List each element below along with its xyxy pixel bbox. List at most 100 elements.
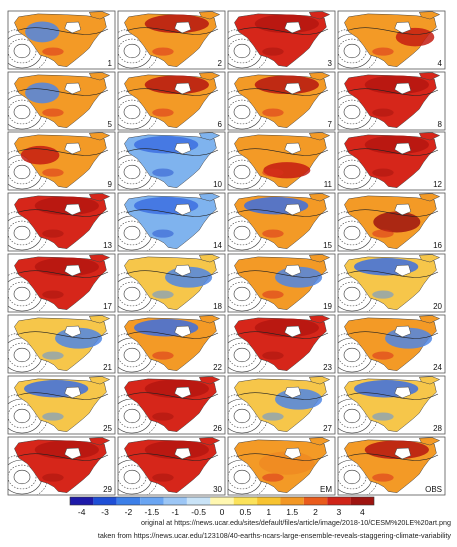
hudson-bay [64,203,82,216]
pressure-contour [235,453,329,461]
pressure-contour [118,220,147,246]
hudson-bay [394,82,412,95]
anomaly-secondary [372,473,394,482]
pressure-contour [125,453,219,461]
pressure-contour [125,331,219,339]
anomaly-secondary [152,412,174,421]
pressure-contour [118,403,147,429]
panel-label: 15 [323,241,332,250]
colorbar-tick-label: 3 [337,507,342,517]
pressure-contour [228,464,257,490]
anomaly-secondary [262,108,284,117]
panel-frame [117,131,226,191]
panel-label: 26 [213,424,222,433]
greenland-fill [308,193,331,202]
map-panel: 20 [337,253,446,313]
map-panel: 10 [117,131,226,191]
greenland-fill [198,72,221,81]
anomaly-core [259,451,315,475]
pressure-contour [345,270,439,278]
panel-frame [7,131,116,191]
pressure-contour [338,403,367,429]
greenland-fill [418,132,441,141]
pressure-contour [118,159,147,185]
pressure-contour [15,392,109,400]
pressure-contour [118,342,147,368]
greenland-fill [88,376,111,385]
colorbar-swatch [303,497,328,505]
anomaly-core [25,21,60,43]
greenland-fill [308,376,331,385]
map-panel: EM [227,436,336,496]
panel-label: 12 [433,180,442,189]
panel-label: 1 [108,59,113,68]
panel-label: 4 [438,59,443,68]
pressure-contour [118,464,147,490]
anomaly-secondary [152,47,174,56]
panel-frame [117,253,226,313]
map-panel: 23 [227,314,336,374]
greenland-fill [418,254,441,263]
colorbar-tick-label: -0.5 [191,507,206,517]
pressure-contour [228,342,257,368]
pressure-contour [125,88,219,96]
colorbar-tick-label: 1.5 [286,507,298,517]
pressure-contour [235,209,329,217]
map-panel: 18 [117,253,226,313]
colorbar-swatch [210,497,234,505]
pressure-contour [13,469,31,485]
map-panel: 12 [337,131,446,191]
greenland-fill [88,437,111,446]
hudson-bay [394,21,412,34]
pressure-contour [15,209,109,217]
pressure-contour [235,88,329,96]
pressure-contour [228,220,257,246]
pressure-contour [233,408,251,424]
panel-frame [227,314,336,374]
colorbar: -4 -3 -2 -1.5 -1 -0.5 0 0.5 1 1.5 2 3 4 [69,496,375,517]
pressure-contour [125,209,219,217]
pressure-contour [228,403,257,429]
pressure-contour [123,164,141,180]
hudson-bay [284,325,302,338]
panel-frame [7,71,116,131]
greenland-fill [308,72,331,81]
pressure-contour [8,281,37,307]
greenland-fill [198,132,221,141]
map-panel: 9 [7,131,116,191]
pressure-contour [228,38,257,64]
panel-label: 22 [213,363,222,372]
pressure-contour [343,286,361,302]
pressure-contour [233,164,251,180]
pressure-contour [15,270,109,278]
anomaly-core [20,145,60,165]
pressure-contour [228,99,257,125]
pressure-contour [345,209,439,217]
greenland-fill [88,11,111,20]
anomaly-secondary [262,290,284,299]
colorbar-tick-label: -3 [101,507,109,517]
map-panel: 11 [227,131,336,191]
panel-label: 16 [433,241,442,250]
pressure-contour [343,104,361,120]
hudson-bay [284,447,302,460]
map-panel: 14 [117,192,226,252]
hudson-bay [64,21,82,34]
greenland-fill [88,132,111,141]
anomaly-secondary [42,229,64,238]
credit-source-url: taken from https://news.ucar.edu/123108/… [97,531,451,540]
pressure-contour [343,43,361,59]
pressure-contour [338,464,367,490]
greenland-fill [418,437,441,446]
colorbar-tick-label: 0 [220,507,225,517]
pressure-contour [233,347,251,363]
pressure-contour [233,469,251,485]
pressure-contour [338,220,367,246]
hudson-bay [64,447,82,460]
panel-label: 18 [213,302,222,311]
panel-frame [337,131,446,191]
map-panel: 3 [227,10,336,70]
hudson-bay [284,21,302,34]
pressure-contour [343,164,361,180]
pressure-contour [338,159,367,185]
